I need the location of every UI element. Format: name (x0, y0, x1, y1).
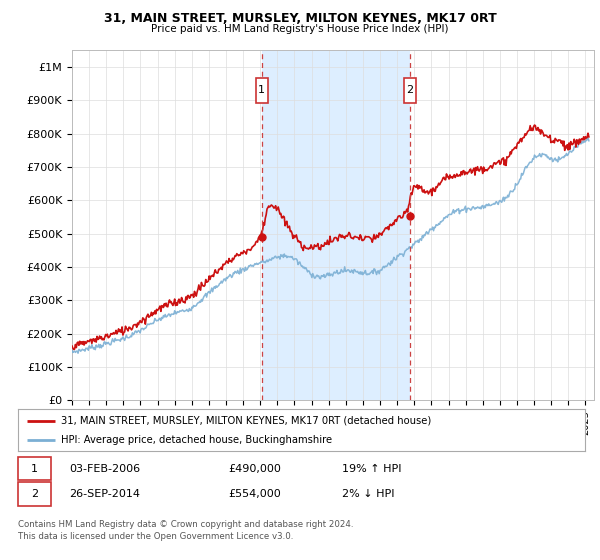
Text: 1: 1 (258, 85, 265, 95)
Text: Price paid vs. HM Land Registry's House Price Index (HPI): Price paid vs. HM Land Registry's House … (151, 24, 449, 34)
Text: Contains HM Land Registry data © Crown copyright and database right 2024.: Contains HM Land Registry data © Crown c… (18, 520, 353, 529)
Text: 2: 2 (406, 85, 413, 95)
Text: This data is licensed under the Open Government Licence v3.0.: This data is licensed under the Open Gov… (18, 532, 293, 541)
Text: £554,000: £554,000 (228, 489, 281, 499)
Text: 19% ↑ HPI: 19% ↑ HPI (342, 464, 401, 474)
FancyBboxPatch shape (256, 78, 268, 103)
Text: £490,000: £490,000 (228, 464, 281, 474)
Text: 31, MAIN STREET, MURSLEY, MILTON KEYNES, MK17 0RT: 31, MAIN STREET, MURSLEY, MILTON KEYNES,… (104, 12, 496, 25)
Text: 03-FEB-2006: 03-FEB-2006 (69, 464, 140, 474)
Text: 1: 1 (31, 464, 38, 474)
FancyBboxPatch shape (404, 78, 416, 103)
Text: 2% ↓ HPI: 2% ↓ HPI (342, 489, 395, 499)
Bar (262, 50, 410, 400)
Text: HPI: Average price, detached house, Buckinghamshire: HPI: Average price, detached house, Buck… (61, 435, 332, 445)
Text: 2: 2 (31, 489, 38, 499)
Text: 31, MAIN STREET, MURSLEY, MILTON KEYNES, MK17 0RT (detached house): 31, MAIN STREET, MURSLEY, MILTON KEYNES,… (61, 416, 431, 426)
Text: 26-SEP-2014: 26-SEP-2014 (69, 489, 140, 499)
